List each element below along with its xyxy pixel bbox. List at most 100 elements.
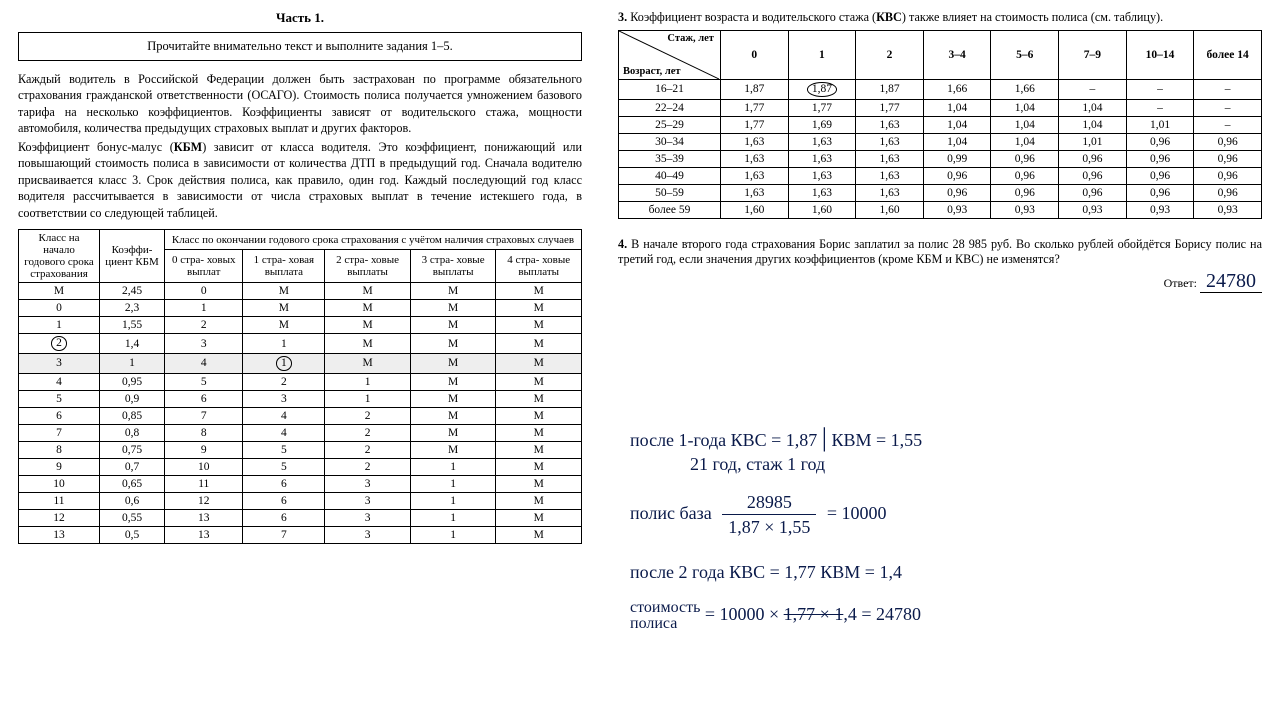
- table-cell: 0,95: [100, 373, 165, 390]
- table-cell: 0,9: [100, 390, 165, 407]
- table-cell: 1,69: [788, 116, 856, 133]
- table-cell: 1,66: [991, 79, 1059, 99]
- table-cell: M: [496, 353, 582, 373]
- table-cell: 8: [165, 424, 243, 441]
- table-cell: 0,75: [100, 441, 165, 458]
- table-cell: 0,7: [100, 458, 165, 475]
- table-cell: 1,04: [991, 99, 1059, 116]
- part-title: Часть 1.: [18, 10, 582, 26]
- table-cell: 1,63: [856, 184, 924, 201]
- table-cell: 1,04: [991, 116, 1059, 133]
- table-cell: 0,6: [100, 492, 165, 509]
- kvs-col-header: 10–14: [1126, 30, 1194, 79]
- table-cell: 2: [325, 441, 411, 458]
- table-cell: 1: [410, 509, 496, 526]
- table-cell: 2: [325, 424, 411, 441]
- table-cell: 0,96: [1126, 167, 1194, 184]
- table-cell: –: [1126, 79, 1194, 99]
- table-cell: 11: [19, 492, 100, 509]
- table-cell: 0,93: [991, 201, 1059, 218]
- table-cell: 0: [165, 283, 243, 300]
- kvs-row-header: более 59: [619, 201, 721, 218]
- table-cell: 2,3: [100, 300, 165, 317]
- table-cell: 1,60: [720, 201, 788, 218]
- table-cell: 7: [19, 424, 100, 441]
- table-cell: 1: [243, 334, 325, 354]
- table-cell: 0,96: [1126, 133, 1194, 150]
- table-cell: M: [325, 317, 411, 334]
- table-cell: 6: [243, 509, 325, 526]
- table-row: M2,450MMMM: [19, 283, 582, 300]
- table-cell: 0,8: [100, 424, 165, 441]
- table-cell: 0,99: [923, 150, 991, 167]
- table-cell: 12: [165, 492, 243, 509]
- table-cell: 0,93: [1126, 201, 1194, 218]
- handwriting-line-2: 21 год, стаж 1 год: [690, 452, 825, 476]
- table-cell: M: [496, 441, 582, 458]
- kvs-row-header: 35–39: [619, 150, 721, 167]
- table-cell: 1,77: [720, 99, 788, 116]
- table-cell: 0,96: [1194, 167, 1262, 184]
- table-cell: M: [496, 526, 582, 543]
- handwriting-line-3: полис база 28985 1,87 × 1,55 = 10000: [630, 490, 887, 540]
- handwriting-line-1: после 1-года КВС = 1,87 | КВМ = 1,55: [630, 420, 922, 455]
- table-cell: M: [243, 317, 325, 334]
- table-cell: 6: [165, 390, 243, 407]
- table-cell: 1,04: [923, 116, 991, 133]
- table-cell: 1,63: [788, 184, 856, 201]
- table-row: 90,710521M: [19, 458, 582, 475]
- table-cell: –: [1194, 99, 1262, 116]
- table-cell: M: [19, 283, 100, 300]
- table-cell: 1,60: [856, 201, 924, 218]
- table-cell: M: [496, 492, 582, 509]
- table-cell: 0,5: [100, 526, 165, 543]
- table-cell: 1,63: [856, 116, 924, 133]
- handwriting-line-4: после 2 года КВС = 1,77 КВМ = 1,4: [630, 560, 902, 584]
- table-row: 100,6511631M: [19, 475, 582, 492]
- kvs-col-header: 2: [856, 30, 924, 79]
- table-cell: 3: [325, 509, 411, 526]
- table-cell: 1,63: [788, 133, 856, 150]
- table-cell: 1,63: [720, 150, 788, 167]
- table-cell: M: [496, 424, 582, 441]
- table-cell: 1,87: [720, 79, 788, 99]
- table-row: 3141MMM: [19, 353, 582, 373]
- table-cell: M: [243, 283, 325, 300]
- table-cell: 0,93: [1059, 201, 1127, 218]
- table-cell: 1: [243, 353, 325, 373]
- kbm-sub-header: 2 стра- ховые выплаты: [325, 249, 411, 282]
- table-cell: –: [1194, 116, 1262, 133]
- table-cell: M: [496, 509, 582, 526]
- table-cell: 2: [325, 407, 411, 424]
- table-cell: 1: [325, 390, 411, 407]
- table-row: 50–591,631,631,630,960,960,960,960,96: [619, 184, 1262, 201]
- table-cell: 1,04: [923, 133, 991, 150]
- table-cell: 4: [243, 424, 325, 441]
- table-cell: 0,96: [1194, 184, 1262, 201]
- table-cell: 1,87: [856, 79, 924, 99]
- table-cell: 1: [410, 492, 496, 509]
- table-cell: 2: [243, 373, 325, 390]
- table-cell: 11: [165, 475, 243, 492]
- table-cell: M: [496, 300, 582, 317]
- kbm-span-header: Класс по окончании годового срока страхо…: [165, 230, 582, 250]
- table-cell: 5: [165, 373, 243, 390]
- table-cell: 3: [19, 353, 100, 373]
- table-cell: M: [243, 300, 325, 317]
- table-cell: 13: [165, 509, 243, 526]
- kvs-row-header: 25–29: [619, 116, 721, 133]
- table-cell: 1,87: [788, 79, 856, 99]
- table-cell: M: [325, 353, 411, 373]
- table-cell: 1,4: [100, 334, 165, 354]
- kbm-sub-header: 0 стра- ховых выплат: [165, 249, 243, 282]
- kvs-table: Стаж, лет Возраст, лет 0123–45–67–910–14…: [618, 30, 1262, 219]
- table-row: 40,95521MM: [19, 373, 582, 390]
- kvs-col-header: 5–6: [991, 30, 1059, 79]
- handwritten-answer: 24780: [1200, 270, 1262, 293]
- table-cell: 10: [19, 475, 100, 492]
- table-cell: 7: [243, 526, 325, 543]
- table-row: 25–291,771,691,631,041,041,041,01–: [619, 116, 1262, 133]
- table-cell: 0,93: [923, 201, 991, 218]
- table-cell: 1: [325, 373, 411, 390]
- table-row: 02,31MMMM: [19, 300, 582, 317]
